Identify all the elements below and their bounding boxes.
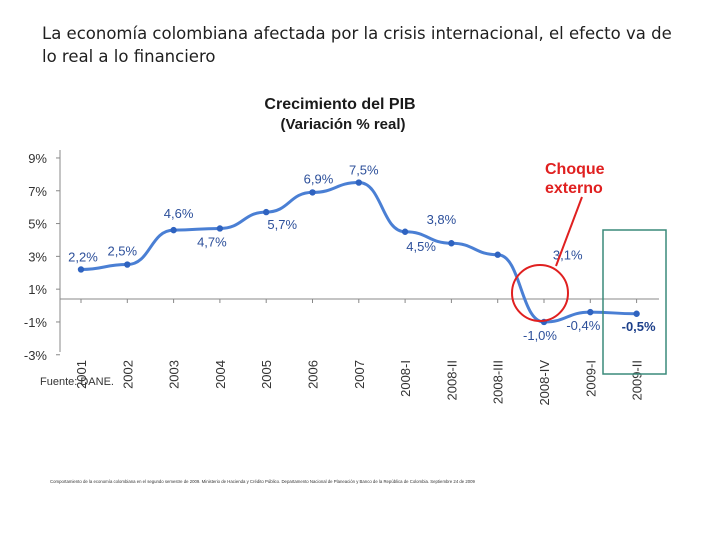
- gdp-data-point: [170, 226, 177, 234]
- gdp-data-point: [77, 266, 85, 273]
- gdp-data-label: 4,7%: [197, 234, 227, 249]
- slide-title-line-2: lo real a lo financiero: [42, 47, 216, 66]
- gdp-data-label: 3,1%: [553, 248, 583, 263]
- x-tick-label: 2007: [352, 360, 367, 389]
- y-tick-label: 7%: [28, 184, 47, 199]
- gdp-data-point: [587, 308, 594, 316]
- gdp-data-label: 4,6%: [164, 206, 194, 221]
- gdp-data-point: [448, 240, 455, 247]
- gdp-data-label: 2,5%: [107, 244, 137, 259]
- gdp-data-point: [309, 189, 316, 196]
- gdp-data-label: 7,5%: [349, 163, 379, 178]
- x-tick-label: 2004: [213, 360, 228, 389]
- x-tick-label: 2006: [306, 360, 321, 389]
- y-tick-label: -1%: [24, 315, 48, 330]
- x-tick-label: 2008-II: [444, 360, 459, 400]
- shock-annotation-line-1: Choque: [545, 161, 605, 178]
- gdp-data-point: [355, 179, 362, 186]
- shock-circle: [511, 264, 569, 322]
- gdp-data-label: 3,8%: [427, 212, 457, 227]
- x-tick-label: 2008-IV: [537, 360, 552, 406]
- y-tick-label: 3%: [28, 249, 47, 264]
- y-tick-label: 5%: [28, 217, 47, 232]
- gdp-data-label: -0,4%: [566, 318, 600, 333]
- gdp-data-label: 6,9%: [304, 171, 334, 186]
- y-tick-label: -3%: [24, 348, 48, 363]
- source-label: Fuente: DANE.: [40, 376, 114, 388]
- x-tick-label: 2002: [120, 360, 135, 389]
- gdp-data-label: 4,5%: [406, 239, 436, 254]
- gdp-data-label: -1,0%: [523, 328, 557, 343]
- gdp-data-point: [216, 225, 224, 232]
- slide-title: La economía colombiana afectada por la c…: [42, 22, 682, 68]
- x-tick-label: 2009-II: [630, 360, 645, 400]
- gdp-data-point: [124, 261, 131, 268]
- chart-subtitle: (Variación % real): [280, 116, 405, 133]
- recent-quarters-highlight: [602, 229, 667, 375]
- x-tick-label: 2009-I: [583, 360, 598, 397]
- shock-annotation-line-2: externo: [545, 180, 603, 197]
- gdp-data-point: [401, 228, 409, 235]
- y-tick-label: 9%: [28, 151, 47, 166]
- x-tick-label: 2003: [167, 360, 182, 389]
- x-tick-label: 2008-I: [398, 360, 413, 397]
- x-tick-label: 2005: [259, 360, 274, 389]
- x-tick-label: 2001: [74, 360, 89, 389]
- gdp-data-label: 2,2%: [68, 249, 98, 264]
- x-tick-label: 2008-III: [491, 360, 506, 404]
- gdp-data-point: [633, 310, 640, 317]
- gdp-data-label: 5,7%: [267, 217, 297, 232]
- gdp-data-point: [494, 251, 501, 258]
- footnote: Comportamiento de la economía colombiana…: [50, 479, 475, 484]
- y-tick-label: 1%: [28, 282, 47, 297]
- gdp-data-label: -0,5%: [622, 319, 656, 334]
- gdp-data-point: [263, 208, 270, 216]
- slide-title-line-1: La economía colombiana afectada por la c…: [42, 24, 672, 43]
- shock-pointer-line: [555, 196, 583, 267]
- chart-title: Crecimiento del PIB: [264, 96, 415, 113]
